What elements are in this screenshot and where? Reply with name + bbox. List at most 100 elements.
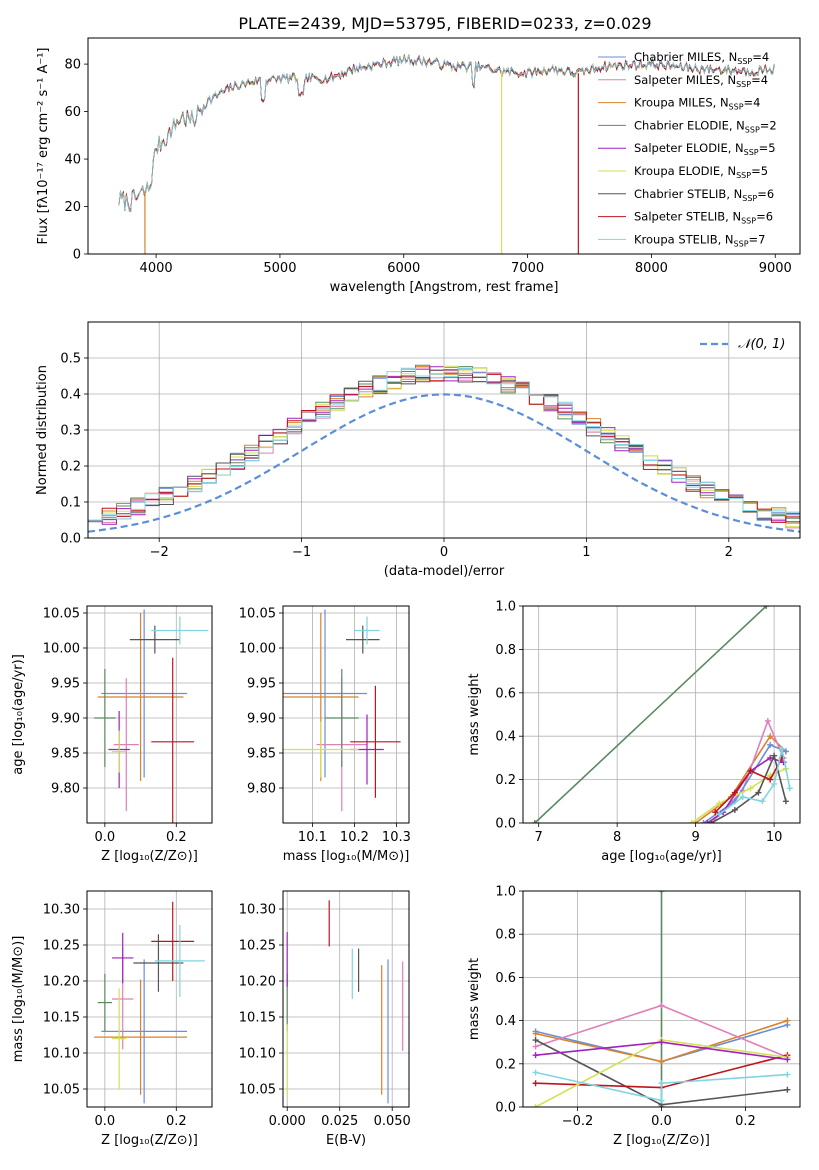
errorbar-point — [112, 988, 127, 1089]
age-vs-mass-axes: 10.1 10.2 10.3 9.80 9.85 9.90 9.95 10.00 10.05 ma… — [239, 606, 411, 864]
y-tick-label: 60 — [64, 105, 81, 120]
legend-subscript: SSP — [734, 239, 749, 248]
mass-weight-marker — [700, 820, 707, 823]
legend-entry: Kroupa MILES, NSSP=4 — [634, 96, 760, 112]
y-tick-label: 0 — [73, 248, 81, 263]
x-tick-label: 0.000 — [269, 1114, 306, 1129]
mass-weight-marker — [767, 741, 774, 748]
age-vs-Z-axes: 0.0 0.2 9.80 9.85 9.90 9.95 10.00 10.05 Z [log₁₀… — [11, 606, 212, 864]
errorbar-point — [112, 932, 134, 984]
mass-weight-marker — [759, 798, 766, 805]
errorbar-point — [354, 616, 380, 645]
spectrum-line — [118, 54, 775, 212]
y-axis-label: Flux [fλ10⁻¹⁷ erg cm⁻² s⁻¹ A⁻¹] — [36, 48, 51, 245]
mass-weight-marker — [532, 1069, 539, 1076]
histogram-series — [88, 369, 800, 538]
y-tick-label: 0.2 — [60, 460, 81, 475]
mass-weight-marker — [782, 748, 789, 755]
legend-text: Salpeter MILES, N — [634, 73, 736, 87]
mass-weight-vs-age-axes: 7 8 9 10 0.0 0.2 0.4 0.6 0.8 1.0 age [log₁₀(age/yr… — [467, 600, 800, 864]
errorbar-point — [94, 979, 187, 1095]
x-tick-label: 0.2 — [166, 830, 187, 845]
x-axis-label: mass [log₁₀(M/M⊙)] — [283, 849, 410, 864]
legend-subscript: SSP — [741, 217, 756, 226]
legend-suffix: =5 — [751, 164, 768, 178]
x-axis-label: Z [log₁₀(Z/Z⊙)] — [101, 1133, 198, 1148]
y-axis-label: mass weight — [467, 958, 482, 1040]
mass-weight-marker — [771, 752, 778, 759]
legend-text: Chabrier MILES, N — [634, 50, 737, 64]
mass-weight-marker — [784, 1086, 791, 1093]
mass-weight-marker — [782, 798, 789, 805]
mass-weight-marker — [767, 754, 774, 761]
errorbar-point — [350, 685, 401, 798]
legend-entry: Salpeter ELODIE, NSSP=5 — [634, 141, 776, 157]
legend-subscript: SSP — [745, 125, 760, 134]
y-tick-label: 10.05 — [239, 1083, 276, 1098]
errorbar-point — [112, 730, 127, 773]
y-axis-label: Normed distribution — [35, 365, 50, 495]
errorbar-point — [151, 901, 195, 981]
x-tick-label: 0.2 — [166, 1114, 187, 1129]
axes-frame — [86, 605, 213, 824]
mass-weight-marker — [716, 800, 723, 807]
x-axis-label: (data-model)/error — [384, 564, 505, 579]
x-tick-label: 9 — [691, 830, 699, 845]
legend-subscript: SSP — [736, 80, 751, 89]
mass-weight-marker — [731, 806, 738, 813]
y-axis-label: mass weight — [467, 673, 482, 755]
legend-entry: Salpeter STELIB, NSSP=6 — [634, 210, 773, 226]
mass-weight-marker — [784, 1071, 791, 1078]
legend-suffix: =4 — [751, 73, 768, 87]
x-axis-label: Z [log₁₀(Z/Z⊙)] — [101, 849, 198, 864]
axes-frame — [87, 321, 801, 539]
legend-suffix: =6 — [757, 187, 774, 201]
mass-weight-marker — [658, 1039, 665, 1046]
legend-entry: 𝒩(0, 1) — [738, 337, 785, 352]
mass-weight-marker — [778, 746, 785, 753]
mass-weight-marker — [532, 1037, 539, 1044]
y-tick-label: 0.8 — [495, 643, 516, 658]
axes-frame — [86, 890, 213, 1108]
y-axis-label: mass [log₁₀(M/M⊙)] — [11, 936, 26, 1063]
mass-weight-marker — [747, 785, 754, 792]
legend-suffix: =6 — [756, 210, 773, 224]
y-tick-label: 10.00 — [43, 642, 80, 657]
y-tick-label: 10.10 — [43, 1047, 80, 1062]
x-axis-label: Z [log₁₀(Z/Z⊙)] — [613, 1133, 710, 1148]
y-tick-label: 10.20 — [43, 975, 80, 990]
x-axis-label: wavelength [Angstrom, rest frame] — [330, 280, 559, 295]
y-tick-label: 9.85 — [247, 747, 276, 762]
errorbar-point — [151, 616, 209, 645]
x-tick-label: 0.050 — [374, 1114, 411, 1129]
mass-weight-marker — [755, 789, 762, 796]
axes-frame — [522, 605, 801, 824]
x-tick-label: 0.025 — [321, 1114, 358, 1129]
y-tick-label: 1.0 — [495, 600, 516, 615]
x-tick-label: 0.0 — [651, 1114, 672, 1129]
x-tick-label: 4000 — [140, 261, 173, 276]
mass-weight-marker — [532, 1030, 539, 1037]
residuals-axes: −2 −1 0 1 2 0.0 0.1 0.2 0.3 0.4 0.5 (data-model)/er… — [35, 322, 800, 579]
y-tick-label: 10.05 — [43, 1083, 80, 1098]
y-tick-label: 10.15 — [43, 1011, 80, 1026]
y-tick-label: 0.4 — [495, 730, 516, 745]
legend-entry: Chabrier ELODIE, NSSP=2 — [634, 118, 777, 134]
legend-suffix: =2 — [760, 118, 777, 132]
y-tick-label: 9.80 — [51, 782, 80, 797]
mass-weight-marker — [532, 1052, 539, 1059]
y-tick-label: 9.95 — [51, 677, 80, 692]
mass-vs-Z-axes: 0.0 0.2 10.05 10.10 10.15 10.20 10.25 10.30 Z [l… — [11, 891, 212, 1148]
x-tick-label: 10.2 — [340, 830, 369, 845]
mass-weight-marker — [763, 606, 770, 609]
x-tick-label: 7000 — [511, 261, 544, 276]
x-tick-label: 0.0 — [95, 1114, 116, 1129]
mass-weight-marker — [708, 820, 715, 823]
mass-weight-marker — [784, 1056, 791, 1063]
mass-weight-marker — [767, 776, 774, 783]
legend-text: Kroupa ELODIE, N — [634, 164, 736, 178]
legend-text: Chabrier STELIB, N — [634, 187, 742, 201]
spectrum-axes: 4000 5000 6000 7000 8000 9000 0 20 40 60 80 wavelen… — [36, 48, 792, 296]
mass-weight-marker — [658, 1002, 665, 1009]
